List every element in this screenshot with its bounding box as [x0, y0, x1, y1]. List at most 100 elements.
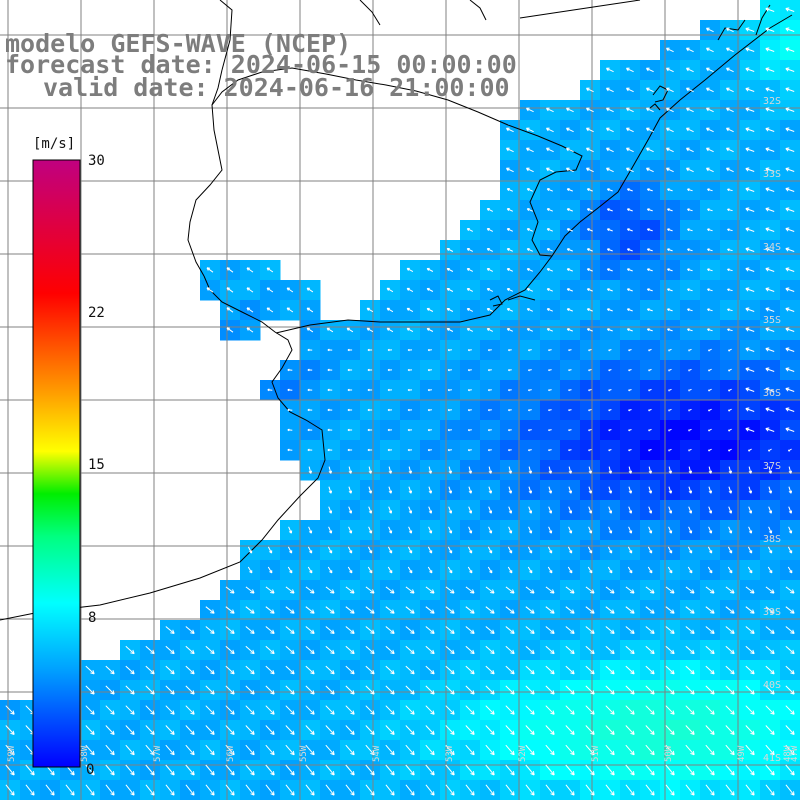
wind-arrow — [406, 287, 414, 293]
wind-arrow — [745, 744, 755, 756]
wind-arrow — [565, 645, 575, 655]
wind-arrow — [125, 764, 135, 776]
wind-arrow — [685, 147, 694, 153]
wind-arrow — [485, 705, 495, 715]
wind-arrow — [368, 526, 373, 534]
wind-arrow — [565, 705, 575, 715]
wind-arrow — [685, 764, 695, 776]
wind-arrow — [285, 586, 295, 594]
wind-arrow — [606, 228, 613, 232]
wind-arrow — [267, 388, 273, 392]
wind-arrow — [485, 784, 495, 796]
wind-arrow — [425, 764, 435, 776]
wind-arrow — [745, 347, 755, 352]
wind-arrow — [507, 566, 513, 574]
wind-arrow — [668, 526, 673, 534]
wind-arrow — [768, 466, 773, 474]
wind-arrow — [665, 705, 675, 715]
coastline-segment — [649, 103, 661, 111]
wind-arrow — [507, 546, 513, 554]
wind-arrow — [708, 466, 713, 474]
wind-arrow — [765, 744, 775, 756]
wind-arrow — [468, 526, 473, 534]
wind-arrow — [265, 626, 275, 634]
wind-arrow — [327, 388, 333, 392]
colorbar-tick-22: 22 — [88, 305, 105, 321]
wind-arrow — [505, 764, 515, 776]
wind-arrow — [165, 626, 175, 634]
wind-arrow — [405, 685, 415, 695]
wind-arrow — [285, 606, 295, 614]
longitude-label: 51W — [591, 745, 601, 762]
wind-arrow — [787, 546, 793, 554]
wind-arrow — [165, 645, 175, 655]
wind-arrow — [748, 506, 753, 514]
wind-arrow — [145, 665, 155, 675]
wind-arrow — [448, 526, 453, 534]
wind-arrow — [608, 389, 612, 392]
wind-arrow — [408, 466, 413, 474]
wind-arrow — [745, 307, 755, 312]
wind-arrow — [765, 207, 775, 212]
colorbar-scale — [32, 159, 81, 768]
wind-arrow — [447, 368, 452, 372]
wind-arrow — [205, 764, 215, 776]
wind-arrow — [487, 369, 492, 372]
wind-arrow — [565, 606, 575, 614]
wind-arrow — [608, 526, 613, 534]
wind-arrow — [748, 486, 753, 494]
wind-arrow — [626, 228, 633, 232]
wind-arrow — [405, 725, 415, 735]
wind-arrow — [707, 368, 712, 372]
wind-arrow — [485, 665, 495, 675]
wind-arrow — [486, 288, 494, 292]
wind-arrow — [665, 725, 675, 735]
wind-arrow — [328, 466, 333, 474]
longitude-label: 49W — [737, 745, 747, 762]
wind-arrow — [787, 566, 793, 574]
wind-arrow — [528, 526, 533, 534]
wind-arrow — [685, 127, 694, 133]
wind-arrow — [626, 208, 633, 212]
wind-arrow — [306, 307, 314, 313]
wind-arrow — [768, 486, 773, 494]
latitude-label: 32S — [763, 96, 781, 107]
wind-arrow — [785, 7, 795, 12]
wind-arrow — [386, 307, 394, 313]
wind-arrow — [445, 586, 455, 594]
wind-arrow — [646, 208, 653, 212]
wind-arrow — [405, 626, 415, 634]
wind-arrow — [305, 586, 315, 594]
wind-arrow — [725, 665, 735, 675]
wind-arrow — [225, 606, 235, 614]
wind-arrow — [747, 546, 753, 554]
wind-arrow — [565, 167, 574, 173]
wind-arrow — [685, 784, 695, 796]
wind-arrow — [327, 428, 333, 432]
wind-arrow — [586, 328, 593, 332]
wind-arrow — [485, 764, 495, 776]
coastline-segment — [0, 275, 326, 621]
wind-arrow — [406, 267, 414, 273]
wind-arrow — [785, 87, 795, 92]
wind-arrow — [427, 388, 432, 392]
wind-arrow — [747, 448, 752, 452]
wind-arrow — [566, 328, 573, 332]
wind-arrow — [625, 167, 634, 173]
wind-arrow — [665, 147, 674, 153]
wind-arrow — [627, 566, 633, 574]
wind-arrow — [347, 408, 353, 412]
wind-arrow — [707, 248, 713, 252]
wind-arrow — [466, 248, 474, 252]
wind-arrow — [525, 626, 535, 634]
wind-arrow — [588, 349, 592, 352]
wind-arrow — [448, 506, 453, 514]
wind-arrow — [347, 448, 353, 452]
wind-arrow — [505, 586, 515, 594]
wind-arrow — [607, 566, 613, 574]
wind-arrow — [245, 586, 255, 594]
wind-arrow — [628, 409, 632, 412]
coastline-segment — [469, 0, 487, 21]
wind-arrow — [245, 645, 255, 655]
wind-arrow — [185, 725, 195, 735]
